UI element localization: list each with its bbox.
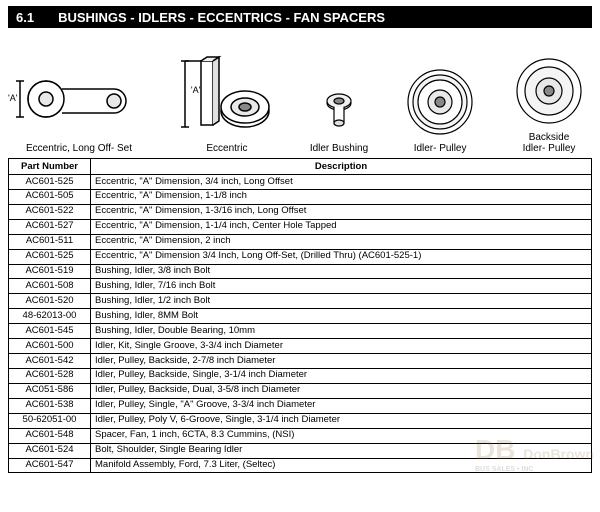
dim-a-label: 'A' [8,93,17,103]
cell-part-number: AC601-511 [9,234,91,249]
table-row: AC601-527Eccentric, "A" Dimension, 1-1/4… [9,219,592,234]
table-row: AC601-528Idler, Pulley, Backside, Single… [9,368,592,383]
table-row: AC601-547Manifold Assembly, Ford, 7.3 Li… [9,458,592,473]
table-row: 50-62051-00Idler, Pulley, Poly V, 6-Groo… [9,413,592,428]
eccentric-icon [179,55,275,139]
table-row: AC601-511Eccentric, "A" Dimension, 2 inc… [9,234,592,249]
dim-a-label-2: 'A' [191,85,200,95]
cell-description: Idler, Kit, Single Groove, 3-3/4 inch Di… [91,339,592,354]
cell-part-number: AC601-522 [9,204,91,219]
cell-description: Eccentric, "A" Dimension, 2 inch [91,234,592,249]
cell-description: Eccentric, "A" Dimension, 1-3/16 inch, L… [91,204,592,219]
table-row: AC601-545Bushing, Idler, Double Bearing,… [9,324,592,339]
table-row: AC601-525Eccentric, "A" Dimension 3/4 In… [9,249,592,264]
cell-description: Eccentric, "A" Dimension 3/4 Inch, Long … [91,249,592,264]
section-number: 6.1 [16,10,34,25]
fig-label: Idler Bushing [310,143,368,154]
cell-part-number: AC601-545 [9,324,91,339]
cell-part-number: AC601-519 [9,264,91,279]
cell-part-number: AC601-548 [9,428,91,443]
fig-eccentric-long-offset: 'A' Eccentric, Long Off- Set [14,59,144,154]
cell-description: Bushing, Idler, 1/2 inch Bolt [91,294,592,309]
cell-part-number: AC601-508 [9,279,91,294]
cell-description: Bolt, Shoulder, Single Bearing Idler [91,443,592,458]
cell-description: Idler, Pulley, Single, "A" Groove, 3-3/4… [91,398,592,413]
table-row: AC601-548Spacer, Fan, 1 inch, 6CTA, 8.3 … [9,428,592,443]
eccentric-long-offset-icon [14,59,144,139]
fig-label: Idler- Pulley [414,143,467,154]
fig-label: Eccentric, Long Off- Set [26,143,132,154]
table-row: AC601-538Idler, Pulley, Single, "A" Groo… [9,398,592,413]
cell-part-number: AC601-538 [9,398,91,413]
table-row: AC601-524Bolt, Shoulder, Single Bearing … [9,443,592,458]
cell-description: Manifold Assembly, Ford, 7.3 Liter, (Sel… [91,458,592,473]
cell-part-number: AC601-547 [9,458,91,473]
table-row: AC051-586Idler, Pulley, Backside, Dual, … [9,383,592,398]
cell-description: Eccentric, "A" Dimension, 1-1/8 inch [91,189,592,204]
table-row: AC601-522Eccentric, "A" Dimension, 1-3/1… [9,204,592,219]
section-header: 6.1 BUSHINGS - IDLERS - ECCENTRICS - FAN… [8,6,592,28]
table-row: AC601-519Bushing, Idler, 3/8 inch Bolt [9,264,592,279]
table-row: AC601-500Idler, Kit, Single Groove, 3-3/… [9,339,592,354]
cell-description: Idler, Pulley, Backside, Dual, 3-5/8 inc… [91,383,592,398]
cell-description: Bushing, Idler, 8MM Bolt [91,309,592,324]
fig-eccentric: 'A' Eccentric [179,55,275,154]
fig-label: Backside Idler- Pulley [523,132,576,154]
fig-idler-pulley: Idler- Pulley [403,65,477,154]
cell-description: Bushing, Idler, 3/8 inch Bolt [91,264,592,279]
idler-pulley-icon [403,65,477,139]
fig-backside-idler-pulley: Backside Idler- Pulley [512,54,586,154]
table-row: AC601-542Idler, Pulley, Backside, 2-7/8 … [9,354,592,369]
idler-bushing-icon [314,79,364,139]
cell-part-number: 48-62013-00 [9,309,91,324]
cell-part-number: AC601-525 [9,249,91,264]
cell-description: Idler, Pulley, Backside, Single, 3-1/4 i… [91,368,592,383]
cell-description: Idler, Pulley, Backside, 2-7/8 inch Diam… [91,354,592,369]
cell-part-number: AC601-524 [9,443,91,458]
table-row: AC601-505Eccentric, "A" Dimension, 1-1/8… [9,189,592,204]
cell-description: Idler, Pulley, Poly V, 6-Groove, Single,… [91,413,592,428]
cell-part-number: AC601-528 [9,368,91,383]
fig-label: Eccentric [206,143,247,154]
cell-part-number: AC601-542 [9,354,91,369]
parts-table: Part Number Description AC601-525Eccentr… [8,158,592,473]
col-part-number: Part Number [9,159,91,175]
table-row: AC601-525Eccentric, "A" Dimension, 3/4 i… [9,175,592,190]
cell-part-number: 50-62051-00 [9,413,91,428]
cell-description: Bushing, Idler, Double Bearing, 10mm [91,324,592,339]
backside-idler-pulley-icon [512,54,586,128]
cell-part-number: AC601-505 [9,189,91,204]
cell-description: Bushing, Idler, 7/16 inch Bolt [91,279,592,294]
table-row: AC601-508Bushing, Idler, 7/16 inch Bolt [9,279,592,294]
cell-part-number: AC601-520 [9,294,91,309]
page: 6.1 BUSHINGS - IDLERS - ECCENTRICS - FAN… [0,0,600,479]
cell-part-number: AC051-586 [9,383,91,398]
cell-part-number: AC601-525 [9,175,91,190]
table-row: AC601-520Bushing, Idler, 1/2 inch Bolt [9,294,592,309]
cell-description: Eccentric, "A" Dimension, 3/4 inch, Long… [91,175,592,190]
cell-part-number: AC601-500 [9,339,91,354]
cell-part-number: AC601-527 [9,219,91,234]
col-description: Description [91,159,592,175]
section-title: BUSHINGS - IDLERS - ECCENTRICS - FAN SPA… [58,10,385,25]
cell-description: Spacer, Fan, 1 inch, 6CTA, 8.3 Cummins, … [91,428,592,443]
illustrations-row: 'A' Eccentric, Long Off- Set [8,28,592,158]
table-row: 48-62013-00Bushing, Idler, 8MM Bolt [9,309,592,324]
cell-description: Eccentric, "A" Dimension, 1-1/4 inch, Ce… [91,219,592,234]
fig-idler-bushing: Idler Bushing [310,79,368,154]
